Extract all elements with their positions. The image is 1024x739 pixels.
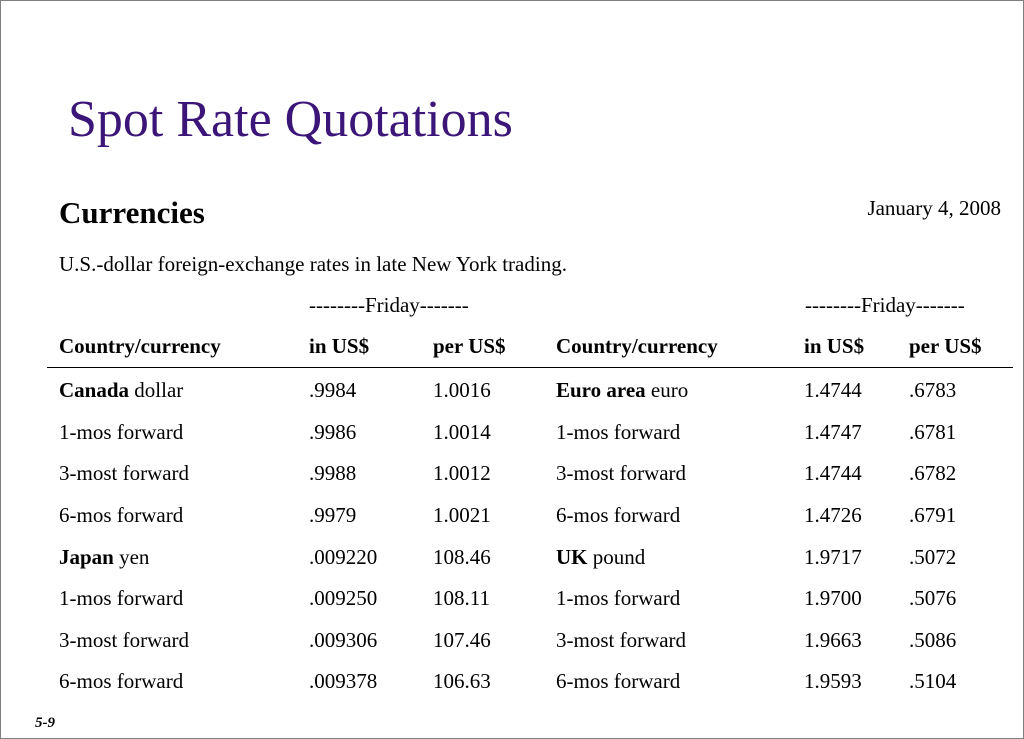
rate-in-usd-left: .009250 — [309, 586, 378, 611]
rate-per-usd-left: 1.0016 — [433, 378, 491, 403]
rate-in-usd-left: .009378 — [309, 669, 378, 694]
rate-per-usd-right: .6782 — [909, 461, 957, 486]
table-row: Japan yen .009220 108.46 UK pound 1.9717.507… — [47, 536, 1013, 578]
country-name-right: UK — [556, 544, 588, 569]
table-row: 3-most forward .9988 1.0012 3-most forward 1… — [47, 453, 1013, 495]
table-row: 1-mos forward .009250 108.11 1-mos forward 1… — [47, 578, 1013, 620]
rate-per-usd-right: .5076 — [909, 586, 957, 611]
country-currency-right: 1-mos forward — [556, 578, 804, 620]
country-currency-left: 3-most forward — [47, 620, 309, 662]
country-currency-left: Japan yen — [47, 536, 309, 578]
country-name-right: Euro area — [556, 378, 646, 403]
currency-label-left: 6-mos forward — [59, 669, 184, 694]
section-heading: Currencies — [59, 195, 205, 230]
currency-label-right: 3-most forward — [556, 461, 687, 486]
currency-label-left: yen — [113, 544, 150, 569]
friday-label-right: --------Friday------- — [805, 293, 965, 317]
rate-in-usd-right: 1.9593 — [804, 669, 862, 694]
quote-date: January 4, 2008 — [867, 196, 1001, 220]
country-currency-right: Euro area euro — [556, 368, 804, 412]
country-currency-left: 1-mos forward — [47, 578, 309, 620]
header-in-usd-right: in US$ — [804, 326, 909, 368]
header-per-usd-left: per US$ — [433, 326, 556, 368]
rate-per-usd-right: .5104 — [909, 669, 957, 694]
country-currency-right: 6-mos forward — [556, 495, 804, 537]
table-header-row: Country/currency in US$ per US$ Country/… — [47, 326, 1013, 368]
rate-in-usd-right: 1.4744 — [804, 461, 862, 486]
table-row: 1-mos forward .9986 1.0014 1-mos forward 1.4… — [47, 412, 1013, 454]
rate-per-usd-right: .6791 — [909, 503, 957, 528]
rate-per-usd-left: 107.46 — [433, 627, 491, 652]
rate-per-usd-left: 108.11 — [433, 586, 490, 611]
rate-per-usd-left: 1.0012 — [433, 461, 491, 486]
table-row: 6-mos forward .009378 106.63 6-mos forward 1… — [47, 661, 1013, 703]
country-currency-left: 1-mos forward — [47, 412, 309, 454]
country-currency-right: 3-most forward — [556, 620, 804, 662]
rate-per-usd-right: .6781 — [909, 419, 957, 444]
header-in-usd-left: in US$ — [309, 326, 433, 368]
country-currency-left: 3-most forward — [47, 453, 309, 495]
rate-in-usd-left: .9986 — [309, 419, 357, 444]
country-currency-right: 3-most forward — [556, 453, 804, 495]
rate-in-usd-right: 1.9700 — [804, 586, 862, 611]
rate-per-usd-right: .5086 — [909, 627, 957, 652]
currency-label-right: pound — [587, 544, 646, 569]
rate-per-usd-left: 1.0014 — [433, 419, 491, 444]
page-reference: 5-9 — [35, 715, 55, 731]
country-currency-right: 1-mos forward — [556, 412, 804, 454]
rate-per-usd-left: 108.46 — [433, 544, 491, 569]
slide-title: Spot Rate Quotations — [68, 91, 513, 148]
currency-label-left: 1-mos forward — [59, 586, 184, 611]
rate-in-usd-left: .9979 — [309, 503, 357, 528]
rate-in-usd-left: .009220 — [309, 544, 378, 569]
rate-per-usd-right: .6783 — [909, 378, 957, 403]
rate-per-usd-left: 106.63 — [433, 669, 491, 694]
currency-label-right: 6-mos forward — [556, 503, 681, 528]
table-description: U.S.-dollar foreign-exchange rates in la… — [59, 252, 567, 276]
country-name-left: Canada — [59, 378, 130, 403]
table-row: Canada dollar .9984 1.0016 Euro area euro 1.… — [47, 368, 1013, 412]
header-per-usd-right: per US$ — [909, 326, 1013, 368]
currency-label-right: euro — [645, 378, 689, 403]
currency-label-left: 3-most forward — [59, 461, 190, 486]
table-row: 3-most forward .009306 107.46 3-most forwar… — [47, 620, 1013, 662]
currency-label-right: 1-mos forward — [556, 586, 681, 611]
friday-label-left: --------Friday------- — [309, 293, 469, 317]
rate-per-usd-right: .5072 — [909, 544, 957, 569]
country-currency-left: 6-mos forward — [47, 661, 309, 703]
rate-in-usd-left: .9984 — [309, 378, 357, 403]
rate-per-usd-left: 1.0021 — [433, 503, 491, 528]
header-country-currency-left: Country/currency — [47, 326, 309, 368]
rate-in-usd-right: 1.9663 — [804, 627, 862, 652]
rate-in-usd-right: 1.4744 — [804, 378, 862, 403]
rate-in-usd-left: .9988 — [309, 461, 357, 486]
rate-in-usd-right: 1.4726 — [804, 503, 862, 528]
country-currency-left: 6-mos forward — [47, 495, 309, 537]
country-currency-left: Canada dollar — [47, 368, 309, 412]
country-name-left: Japan — [59, 544, 114, 569]
header-country-currency-right: Country/currency — [556, 326, 804, 368]
country-currency-right: UK pound — [556, 536, 804, 578]
currency-label-right: 3-most forward — [556, 627, 687, 652]
currency-label-left: 1-mos forward — [59, 419, 184, 444]
currency-label-left: 6-mos forward — [59, 503, 184, 528]
currency-label-right: 1-mos forward — [556, 419, 681, 444]
rate-in-usd-right: 1.9717 — [804, 544, 862, 569]
country-currency-right: 6-mos forward — [556, 661, 804, 703]
rate-in-usd-left: .009306 — [309, 627, 378, 652]
rate-in-usd-right: 1.4747 — [804, 419, 862, 444]
currency-label-left: 3-most forward — [59, 627, 190, 652]
table-row: 6-mos forward .9979 1.0021 6-mos forward 1.4… — [47, 495, 1013, 537]
exchange-rate-table: Country/currency in US$ per US$ Country/… — [47, 326, 1013, 703]
currency-label-left: dollar — [129, 378, 184, 403]
currency-label-right: 6-mos forward — [556, 669, 681, 694]
